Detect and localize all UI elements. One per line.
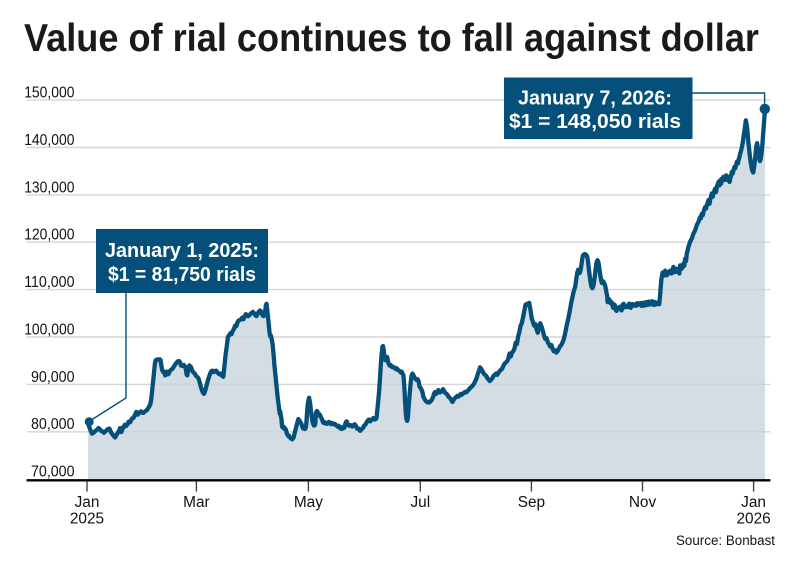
svg-text:$1 = 81,750 rials: $1 = 81,750 rials [108,263,256,286]
svg-text:150,000: 150,000 [24,85,74,102]
svg-text:2026: 2026 [736,511,770,528]
svg-text:Source: Bonbast: Source: Bonbast [676,533,775,548]
svg-text:May: May [294,494,323,511]
svg-text:Jul: Jul [410,494,430,511]
svg-text:January 7, 2026:: January 7, 2026: [518,87,672,110]
svg-text:90,000: 90,000 [31,369,75,386]
svg-text:70,000: 70,000 [31,464,75,481]
svg-text:$1 = 148,050 rials: $1 = 148,050 rials [509,110,681,133]
svg-text:2025: 2025 [70,511,104,528]
svg-text:140,000: 140,000 [24,132,74,149]
svg-text:120,000: 120,000 [24,227,74,244]
svg-text:Jan: Jan [741,494,766,511]
svg-text:Sep: Sep [518,494,545,511]
svg-text:Mar: Mar [183,494,210,511]
svg-text:110,000: 110,000 [24,274,74,291]
svg-text:Nov: Nov [629,494,657,511]
svg-text:Jan: Jan [75,494,100,511]
svg-text:80,000: 80,000 [31,416,75,433]
svg-text:130,000: 130,000 [24,179,74,196]
svg-text:100,000: 100,000 [24,321,74,338]
svg-text:January 1, 2025:: January 1, 2025: [105,239,259,262]
svg-text:Value of rial continues to fal: Value of rial continues to fall against … [24,17,759,60]
